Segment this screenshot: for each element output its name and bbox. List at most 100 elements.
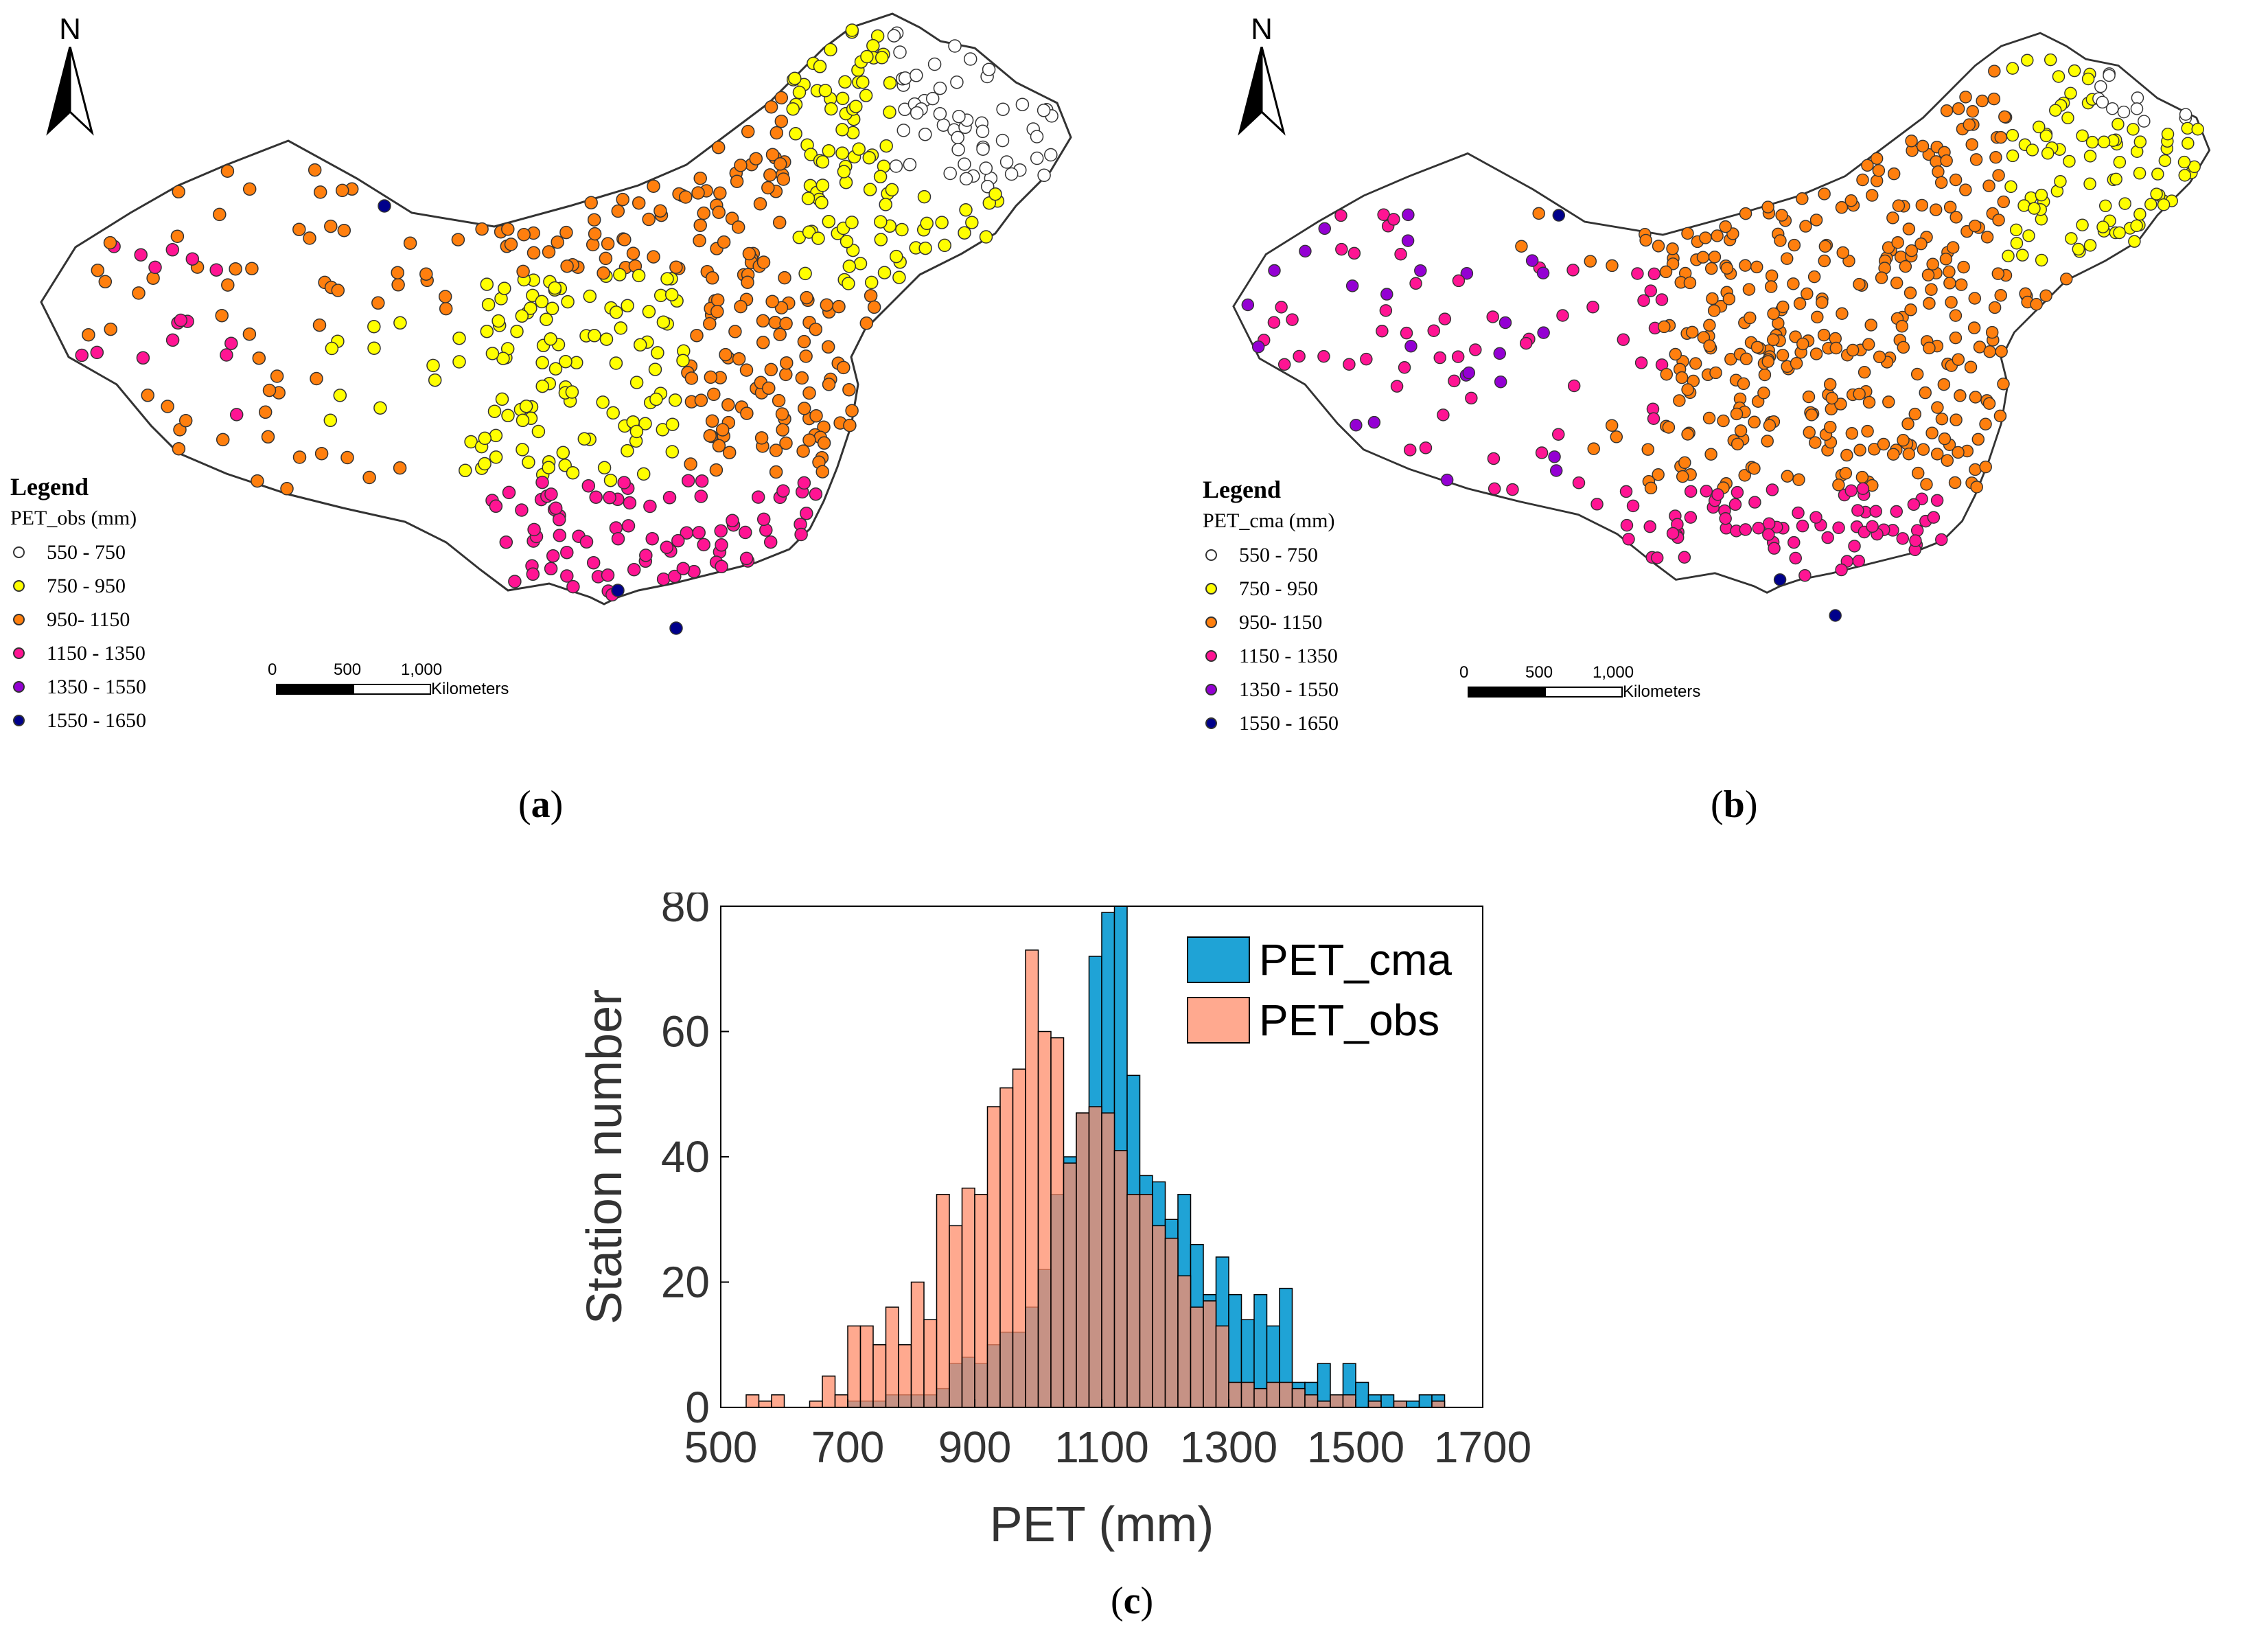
station-dot [556,446,570,460]
histogram-bar-pet-obs [758,1401,772,1408]
station-dot [1335,242,1348,256]
station-dot [864,289,878,303]
station-dot [1877,437,1890,451]
station-dot [2096,220,2109,233]
station-dot [1299,244,1312,258]
station-dot [588,329,601,343]
station-dot [1925,426,1939,439]
station-dot [535,475,549,489]
station-dot [1959,183,1972,196]
station-dot [1666,527,1680,540]
station-dot [2010,236,2024,250]
station-dot [1620,518,1634,532]
station-dot [1030,130,1044,143]
station-dot [132,286,146,300]
station-dot [1920,478,1933,491]
legend-swatch [1205,583,1217,595]
station-dot [1935,412,1949,426]
station-dot [1394,247,1407,261]
histogram-bar-pet-obs [1025,949,1039,1408]
legend-item: 750 - 950 [1203,572,1339,606]
station-dot [910,106,924,120]
legend-swatch [13,681,25,693]
station-dot [1907,498,1921,511]
station-dot [1899,260,1912,273]
station-dot [451,233,465,246]
station-dot [2191,123,2204,136]
station-dot [2094,80,2107,93]
station-dot [2035,188,2048,202]
legend-item: 1550 - 1650 [10,704,146,737]
station-dot [669,260,683,274]
station-dot [545,301,559,316]
station-dot [1968,292,1982,305]
station-dot [1945,296,1958,309]
station-dot [1787,277,1800,290]
station-dot [1637,294,1650,308]
station-dot [649,392,663,406]
station-dot [693,218,707,232]
station-dot [995,133,1010,148]
legend-label: 1350 - 1550 [47,675,146,698]
station-dot [979,161,993,175]
station-dot [734,159,748,172]
histogram-bar-pet-obs [1431,1401,1446,1408]
station-dot [776,423,789,437]
station-dot [2041,147,2055,160]
station-dot [1536,266,1550,279]
histogram-bar-pet-obs [1088,1106,1102,1408]
station-dot [726,514,739,528]
station-dot [874,233,888,246]
station-dot [1525,254,1539,267]
station-dot [690,328,704,343]
station-dot [764,100,778,114]
station-dot [1552,209,1566,222]
legend-swatch [1205,549,1217,561]
station-dot [1662,421,1676,434]
station-dot [633,338,647,352]
histogram-panel: 500 700 900 1100 1300 1500 1700 0 20 40 60 80 PET (m… [563,882,1689,1589]
station-dot [1890,505,1903,518]
station-dot [645,531,659,546]
station-dot [1979,460,1992,474]
station-dot [161,400,174,413]
station-dot [229,408,244,422]
station-dot [1766,333,1780,347]
station-dot [1952,353,1965,366]
station-dot [1988,65,2001,78]
station-dot [1930,155,1943,168]
station-dot [1993,409,2007,423]
station-dot [1766,483,1779,496]
station-dot [480,277,494,291]
station-dot [609,521,623,535]
station-dot [1910,367,1924,381]
station-dot [721,398,735,412]
legend-a: Legend PET_obs (mm) 550 - 750 750 - 950 95… [10,472,146,737]
station-dot [1267,316,1281,329]
histogram-bar-pet-obs [885,1306,899,1408]
station-dot [1943,277,1956,290]
station-dot [1917,443,1930,456]
station-dot [1742,283,1756,296]
station-dot [1957,260,1970,274]
legend-label: 1350 - 1550 [1239,678,1339,701]
station-dot [551,235,564,249]
station-dot [889,159,903,173]
station-dot [719,347,732,362]
station-dot [487,404,502,418]
histogram-bar-pet-obs [1126,1194,1141,1408]
station-dot [489,450,503,464]
station-dot [711,140,726,154]
legend-item: 1150 - 1350 [1203,639,1339,673]
station-dot [629,424,644,439]
station-dot [1777,300,1790,314]
station-dot [920,216,934,231]
station-dot [98,275,113,289]
station-dot [792,85,807,100]
station-dot [583,289,597,303]
station-dot [843,418,857,433]
station-dot [839,175,853,189]
station-dot [1704,448,1717,461]
station-dot [1401,234,1415,247]
station-dot [979,230,993,244]
